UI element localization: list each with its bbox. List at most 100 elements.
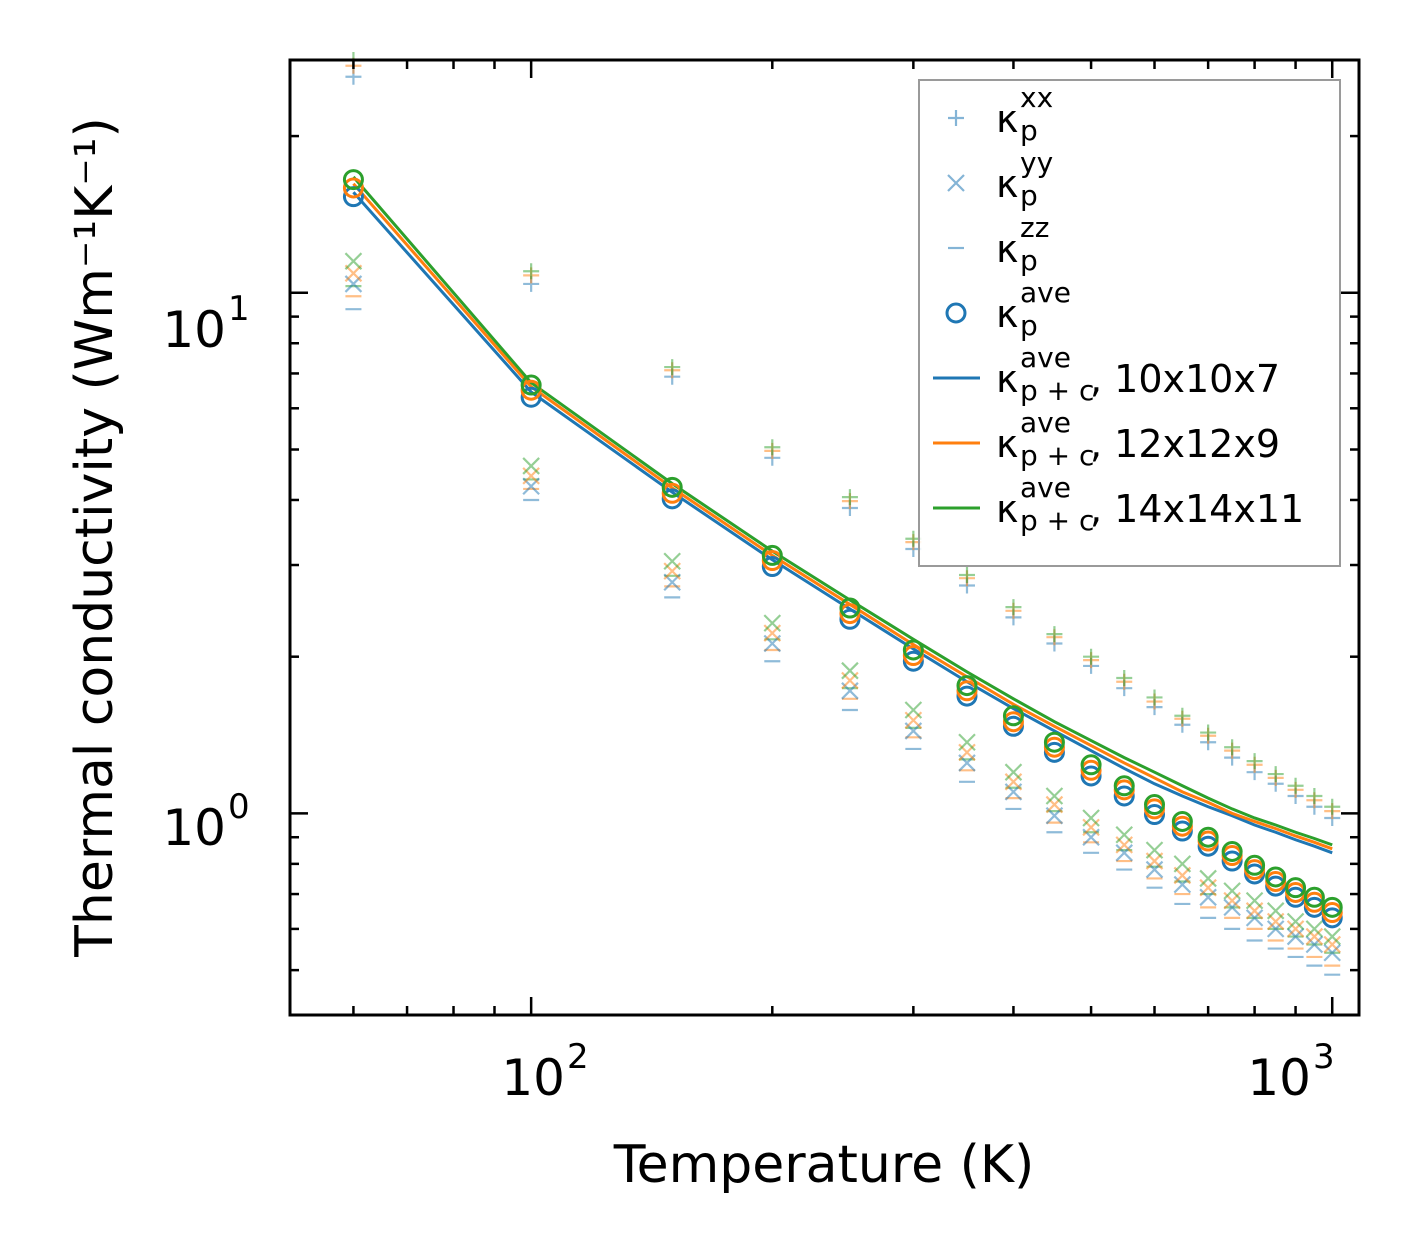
point-plus-14x14x11 <box>1224 739 1241 756</box>
point-x-14x14x11 <box>763 614 782 632</box>
point-circle-14x14x11 <box>1321 896 1343 918</box>
legend-label: κp + cave , 12x12x9 <box>996 406 1280 472</box>
legend-superscript: yy <box>1020 146 1053 179</box>
point-plus-14x14x11 <box>1324 798 1341 815</box>
y-tick-base: 10 <box>162 301 226 359</box>
point-x-10x10x7 <box>1145 860 1164 879</box>
point-circle-12x12x9 <box>902 645 924 667</box>
series-dash-10x10x7 <box>345 308 1341 976</box>
point-plus-14x14x11 <box>1146 689 1163 706</box>
point-circle-10x10x7 <box>839 608 861 630</box>
legend-label: κpyy <box>996 146 1053 212</box>
point-x-14x14x11 <box>1266 902 1285 920</box>
y-tick-exponent: 0 <box>228 787 250 827</box>
legend-symbol: κ <box>996 357 1018 401</box>
legend-box <box>918 79 1341 567</box>
point-circle-14x14x11 <box>1144 794 1166 816</box>
legend-subscript: p + c <box>1020 374 1094 407</box>
point-plus-14x14x11 <box>841 489 858 506</box>
x-tick-exponent: 2 <box>567 1037 589 1077</box>
point-plus-14x14x11 <box>523 263 540 280</box>
legend-subscript: p <box>1020 244 1038 277</box>
x-tick-base: 10 <box>1247 1049 1311 1107</box>
point-plus-14x14x11 <box>764 439 781 456</box>
point-circle-14x14x11 <box>1244 854 1266 876</box>
point-x-10x10x7 <box>1199 888 1217 907</box>
point-x-10x10x7 <box>1305 935 1324 954</box>
x-tick-exponent: 3 <box>1313 1037 1335 1077</box>
series-x-14x14x11 <box>344 252 1341 946</box>
line-series-10x10x7 <box>352 191 1333 855</box>
legend-label: κp + cave , 10x10x7 <box>996 341 1280 407</box>
line-series-14x14x11 <box>352 175 1333 847</box>
x-axis-label: Temperature (K) <box>613 1135 1035 1195</box>
point-x-10x10x7 <box>1223 898 1241 917</box>
point-circle-10x10x7 <box>1221 850 1243 872</box>
point-circle-10x10x7 <box>761 556 783 578</box>
point-plus-14x14x11 <box>1246 753 1263 770</box>
point-x-14x14x11 <box>344 252 363 270</box>
y-tick-exponent: 1 <box>228 289 250 329</box>
point-circle-14x14x11 <box>1113 775 1135 797</box>
point-x-14x14x11 <box>1286 912 1305 931</box>
legend-markers <box>933 110 980 510</box>
point-circle-10x10x7 <box>520 386 542 408</box>
legend-subscript: p <box>1020 114 1038 147</box>
point-circle-14x14x11 <box>1002 705 1024 727</box>
legend-symbol: κ <box>996 487 1018 531</box>
point-circle-14x14x11 <box>956 675 978 697</box>
legend-symbol: κ <box>996 227 1018 271</box>
legend-superscript: ave <box>1020 406 1071 439</box>
point-circle-12x12x9 <box>342 177 364 199</box>
point-x-14x14x11 <box>522 457 540 475</box>
point-x-10x10x7 <box>1115 844 1134 862</box>
point-x-14x14x11 <box>663 552 681 571</box>
legend-symbol: κ <box>996 97 1018 141</box>
point-x-10x10x7 <box>1323 943 1341 962</box>
point-x-10x10x7 <box>1173 875 1192 894</box>
legend-subscript: p <box>1020 179 1038 212</box>
point-circle-14x14x11 <box>661 476 683 498</box>
legend-subscript: p + c <box>1020 439 1094 472</box>
point-circle-12x12x9 <box>1080 759 1102 781</box>
point-x-10x10x7 <box>1245 909 1264 927</box>
point-plus-14x14x11 <box>1083 648 1100 665</box>
y-axis-label: Thermal conductivity (Wm⁻¹K⁻¹) <box>65 117 125 958</box>
point-circle-14x14x11 <box>1303 886 1325 908</box>
series-circle-14x14x11 <box>342 169 1343 918</box>
plot-frame <box>288 58 1361 1017</box>
point-circle-10x10x7 <box>1113 785 1135 807</box>
point-x-14x14x11 <box>1245 891 1264 910</box>
plot-marks <box>342 52 1343 976</box>
point-x-14x14x11 <box>1199 869 1217 888</box>
x-tick-base: 10 <box>501 1049 565 1107</box>
legend-label: κp + cave , 14x14x11 <box>996 471 1304 537</box>
point-x-14x14x11 <box>958 733 976 752</box>
series-line-12x12x9 <box>352 182 1333 851</box>
point-plus-14x14x11 <box>1306 788 1323 805</box>
point-x-14x14x11 <box>1323 927 1341 946</box>
point-circle-12x12x9 <box>839 603 861 625</box>
series-x-12x12x9 <box>344 264 1341 954</box>
y-tick-label-1: 10 0 <box>162 787 249 857</box>
legend-marker-plus <box>948 110 964 126</box>
point-plus-14x14x11 <box>1046 626 1063 643</box>
series-plus-14x14x11 <box>345 52 1341 815</box>
point-x-14x14x11 <box>1223 882 1241 900</box>
legend-marker-circle <box>945 302 967 324</box>
point-plus-14x14x11 <box>664 359 681 376</box>
point-circle-14x14x11 <box>1265 866 1287 888</box>
point-circle-14x14x11 <box>761 544 783 566</box>
point-x-14x14x11 <box>1045 787 1064 805</box>
series-line-14x14x11 <box>352 175 1333 847</box>
point-plus-14x14x11 <box>958 567 975 584</box>
point-x-12x12x9 <box>1305 927 1324 946</box>
point-plus-14x14x11 <box>1116 670 1133 687</box>
legend-symbol: κ <box>996 422 1018 466</box>
point-plus-14x14x11 <box>1174 707 1191 724</box>
point-x-10x10x7 <box>1286 927 1305 946</box>
legend-symbol: κ <box>996 292 1018 336</box>
point-circle-10x10x7 <box>1080 765 1102 787</box>
